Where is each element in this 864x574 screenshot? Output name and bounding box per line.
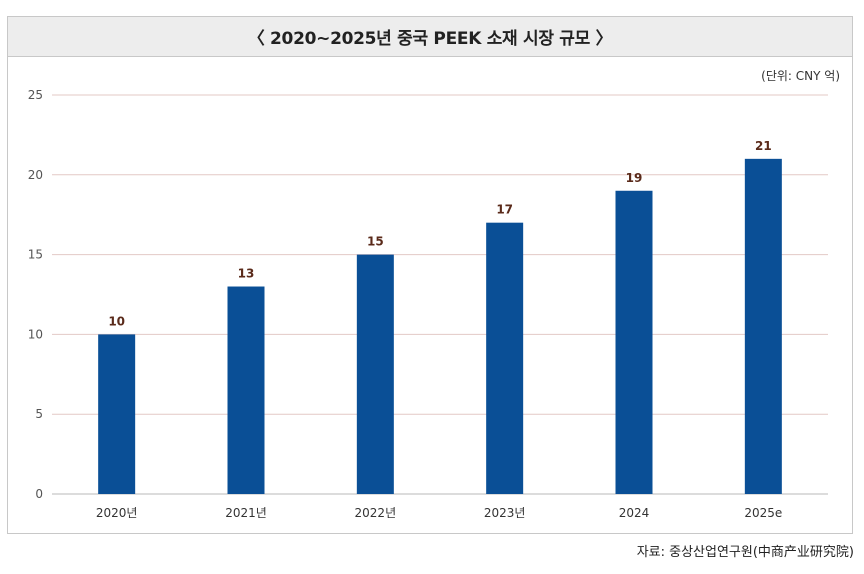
data-label: 10 (108, 314, 125, 328)
x-tick-label: 2024 (619, 506, 650, 520)
bar (227, 286, 265, 494)
data-label: 17 (496, 203, 513, 217)
bar (615, 190, 653, 494)
x-tick-label: 2025e (744, 506, 782, 520)
data-label: 13 (238, 267, 255, 281)
y-tick-label: 0 (35, 487, 43, 501)
unit-label: (단위: CNY 억) (761, 69, 840, 83)
data-label: 15 (367, 235, 384, 249)
x-tick-label: 2022년 (355, 506, 397, 520)
chart-title: 〈 2020~2025년 중국 PEEK 소재 시장 규모 〉 (8, 17, 852, 57)
data-label: 21 (755, 139, 772, 153)
x-tick-label: 2021년 (225, 506, 267, 520)
bar (98, 334, 136, 494)
y-tick-label: 15 (28, 248, 43, 262)
x-tick-label: 2020년 (96, 506, 138, 520)
chart-frame: 〈 2020~2025년 중국 PEEK 소재 시장 규모 〉 (단위: CNY… (7, 16, 853, 534)
y-tick-label: 25 (28, 88, 43, 102)
bar (744, 158, 782, 494)
bar (486, 222, 524, 494)
x-tick-label: 2023년 (484, 506, 526, 520)
y-tick-label: 10 (28, 327, 43, 341)
y-tick-label: 20 (28, 168, 43, 182)
y-tick-label: 5 (35, 407, 43, 421)
data-label: 19 (626, 171, 643, 185)
source-note: 자료: 중상산업연구원(中商产业研究院) (636, 545, 854, 560)
bar (356, 254, 394, 494)
